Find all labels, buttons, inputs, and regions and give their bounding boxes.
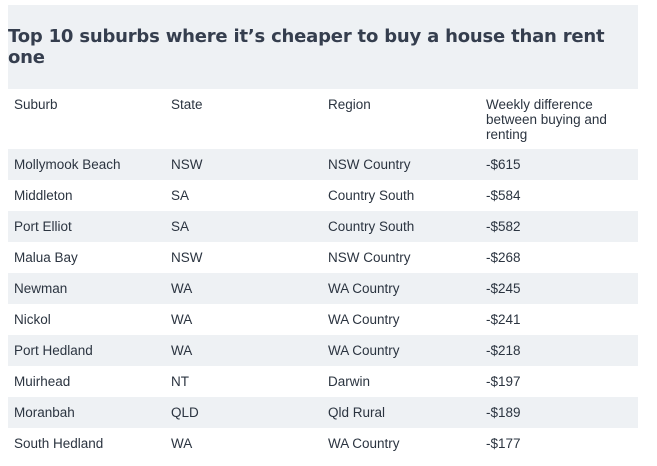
cell-region: Qld Rural xyxy=(322,397,480,428)
cell-region: WA Country xyxy=(322,335,480,366)
cell-state: SA xyxy=(165,211,322,242)
cell-suburb: Malua Bay xyxy=(8,242,165,273)
title-band: Top 10 suburbs where it’s cheaper to buy… xyxy=(8,5,638,89)
cell-weekly-difference: -$584 xyxy=(480,180,638,211)
cell-region: WA Country xyxy=(322,273,480,304)
column-header-state: State xyxy=(171,97,203,112)
cell-state: QLD xyxy=(165,397,322,428)
cell-state: WA xyxy=(165,428,322,459)
cell-weekly-difference: -$189 xyxy=(480,397,638,428)
cell-suburb: Moranbah xyxy=(8,397,165,428)
cell-weekly-difference: -$245 xyxy=(480,273,638,304)
cell-region: NSW Country xyxy=(322,149,480,180)
suburbs-table: Suburb State Region Weekly difference be… xyxy=(8,89,638,459)
cell-weekly-difference: -$218 xyxy=(480,335,638,366)
suburbs-table-card: Top 10 suburbs where it’s cheaper to buy… xyxy=(8,0,638,459)
cell-region: NSW Country xyxy=(322,242,480,273)
column-header-region: Region xyxy=(328,97,371,112)
column-header-weekly-difference: Weekly difference between buying and ren… xyxy=(486,97,607,142)
table-row: Middleton SA Country South -$584 xyxy=(8,180,638,211)
cell-weekly-difference: -$197 xyxy=(480,366,638,397)
cell-suburb: Muirhead xyxy=(8,366,165,397)
cell-weekly-difference: -$241 xyxy=(480,304,638,335)
cell-state: SA xyxy=(165,180,322,211)
cell-state: NSW xyxy=(165,149,322,180)
table-row: Port Elliot SA Country South -$582 xyxy=(8,211,638,242)
cell-weekly-difference: -$615 xyxy=(480,149,638,180)
table-row: Muirhead NT Darwin -$197 xyxy=(8,366,638,397)
cell-state: NSW xyxy=(165,242,322,273)
cell-suburb: Port Hedland xyxy=(8,335,165,366)
cell-weekly-difference: -$177 xyxy=(480,428,638,459)
cell-region: Country South xyxy=(322,211,480,242)
table-row: Malua Bay NSW NSW Country -$268 xyxy=(8,242,638,273)
cell-suburb: Newman xyxy=(8,273,165,304)
cell-suburb: Nickol xyxy=(8,304,165,335)
cell-region: Darwin xyxy=(322,366,480,397)
cell-suburb: Middleton xyxy=(8,180,165,211)
cell-suburb: South Hedland xyxy=(8,428,165,459)
cell-suburb: Port Elliot xyxy=(8,211,165,242)
table-row: Nickol WA WA Country -$241 xyxy=(8,304,638,335)
cell-region: WA Country xyxy=(322,304,480,335)
table-row: Newman WA WA Country -$245 xyxy=(8,273,638,304)
cell-state: NT xyxy=(165,366,322,397)
cell-weekly-difference: -$268 xyxy=(480,242,638,273)
cell-state: WA xyxy=(165,304,322,335)
table-title: Top 10 suburbs where it’s cheaper to buy… xyxy=(8,26,605,68)
cell-suburb: Mollymook Beach xyxy=(8,149,165,180)
header-row: Suburb State Region Weekly difference be… xyxy=(8,89,638,149)
cell-region: Country South xyxy=(322,180,480,211)
cell-weekly-difference: -$582 xyxy=(480,211,638,242)
cell-state: WA xyxy=(165,335,322,366)
table-row: Mollymook Beach NSW NSW Country -$615 xyxy=(8,149,638,180)
table-row: Port Hedland WA WA Country -$218 xyxy=(8,335,638,366)
cell-state: WA xyxy=(165,273,322,304)
table-row: South Hedland WA WA Country -$177 xyxy=(8,428,638,459)
cell-region: WA Country xyxy=(322,428,480,459)
table-row: Moranbah QLD Qld Rural -$189 xyxy=(8,397,638,428)
column-header-suburb: Suburb xyxy=(14,97,58,112)
